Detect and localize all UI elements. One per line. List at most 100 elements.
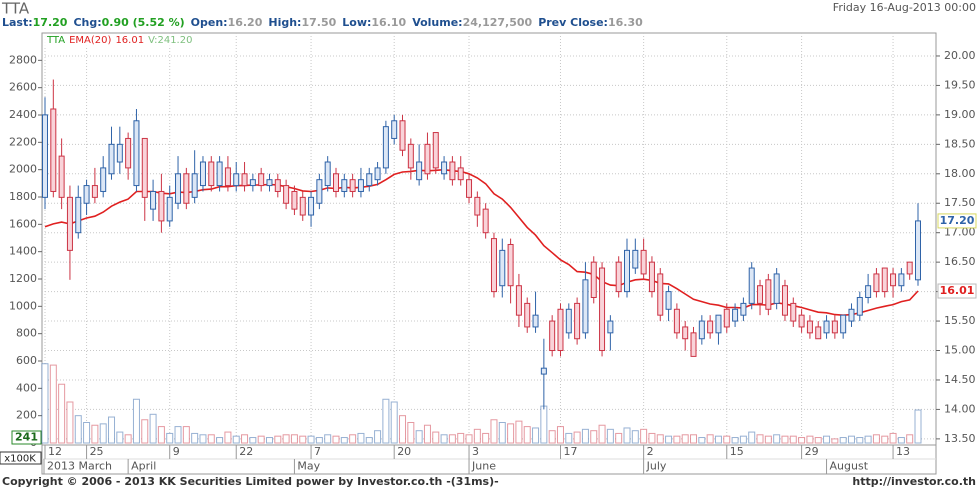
y-tick-label: 1200 — [9, 272, 37, 285]
candle-body — [482, 208, 489, 234]
candle-body — [66, 196, 73, 251]
y-tick-label: 200 — [16, 409, 37, 422]
volume-bar — [656, 434, 664, 444]
volume-box — [11, 430, 42, 445]
volume-bar — [374, 430, 382, 444]
volume-bar — [806, 435, 814, 444]
candle-body — [873, 273, 880, 293]
volume-bar — [872, 434, 880, 444]
candle-body — [116, 143, 123, 163]
volume-bar — [132, 398, 140, 444]
candle-body — [856, 296, 863, 316]
volume-bar — [706, 434, 714, 444]
y-tick-label: 1800 — [9, 190, 37, 203]
candle-body — [707, 320, 714, 334]
volume-bar — [315, 437, 323, 444]
candle-body — [806, 320, 813, 334]
volume-bar — [390, 401, 398, 444]
y-tick-label: 2200 — [9, 135, 37, 148]
volume-bar — [274, 435, 282, 444]
candle-body — [507, 243, 514, 287]
volume-bar — [581, 428, 589, 444]
y2-tick-label: 17.00 — [944, 226, 976, 239]
ema-value-box — [937, 283, 977, 299]
volume-bar — [58, 383, 66, 444]
candle-body — [732, 308, 739, 322]
candle-body — [199, 161, 206, 187]
volume-bar — [108, 416, 116, 444]
volume-bar — [515, 420, 523, 444]
symbol-title: TTA — [1, 0, 30, 18]
x-tick-label: 25 — [90, 445, 104, 458]
volume-bar — [773, 434, 781, 444]
volume-bar — [681, 434, 689, 444]
x-tick-label: 17 — [563, 445, 577, 458]
volume-bar — [631, 430, 639, 444]
volume-bar — [191, 432, 199, 444]
candle-body — [540, 367, 547, 375]
candle-body — [258, 173, 265, 187]
candle-body — [740, 302, 747, 316]
volume-bar — [540, 405, 548, 444]
y-tick-label: 800 — [16, 327, 37, 340]
x-tick-label: 7 — [314, 445, 321, 458]
candle-body — [682, 326, 689, 340]
month-label: July — [646, 460, 667, 473]
volume-bar — [881, 435, 889, 444]
candle-body — [324, 161, 331, 187]
volume-bar — [99, 423, 107, 444]
candle-body — [357, 179, 364, 192]
candle-body — [50, 108, 57, 192]
candle-body — [291, 190, 298, 210]
volume-value: 241 — [15, 431, 38, 444]
candle-body — [773, 273, 780, 304]
y-tick-label: 1400 — [9, 245, 37, 258]
candle-body — [823, 320, 830, 334]
volume-bar — [182, 426, 190, 444]
stat-label: High: — [268, 16, 301, 29]
volume-bar — [448, 434, 456, 444]
volume-bar — [889, 432, 897, 444]
candle-body — [748, 267, 755, 304]
y2-tick-label: 14.50 — [944, 373, 976, 386]
candle-body — [83, 185, 90, 204]
candle-body — [881, 267, 888, 293]
volume-bar — [74, 415, 82, 444]
stat-value: 17.20 — [33, 16, 68, 29]
candle-body — [673, 308, 680, 334]
volume-bar — [232, 435, 240, 444]
candle-body — [191, 173, 198, 198]
y-tick-label: 600 — [16, 354, 37, 367]
candle-body — [898, 273, 905, 287]
stat-label: Low: — [342, 16, 371, 29]
stat-value: 16.20 — [228, 16, 263, 29]
month-label: April — [131, 460, 156, 473]
candle-body — [840, 314, 847, 334]
candle-body — [141, 137, 148, 198]
volume-bar — [789, 435, 797, 444]
candle-body — [790, 302, 797, 322]
volume-bar — [91, 424, 99, 444]
volume-bar — [523, 426, 531, 444]
volume-bar — [83, 422, 91, 444]
volume-bar — [324, 434, 332, 444]
volume-bar — [856, 437, 864, 444]
volume-bar — [573, 431, 581, 444]
volume-bar — [798, 437, 806, 444]
candle-body — [615, 261, 622, 293]
date: Friday 16-Aug-2013 00:00 — [833, 1, 976, 14]
legend-symbol: TTA — [46, 35, 65, 46]
candle-body — [765, 279, 772, 310]
volume-bar — [307, 435, 315, 444]
volume-bar — [823, 435, 831, 444]
volume-bar — [124, 434, 132, 444]
candle-body — [208, 161, 215, 187]
candle-body — [815, 326, 822, 340]
volume-bar — [739, 435, 747, 444]
candle-body — [565, 308, 572, 334]
site-link[interactable]: http://investor.co.th — [852, 475, 976, 488]
candle-body — [416, 161, 423, 181]
legend-ema: EMA(20) — [69, 35, 111, 46]
candle-body — [224, 167, 231, 187]
